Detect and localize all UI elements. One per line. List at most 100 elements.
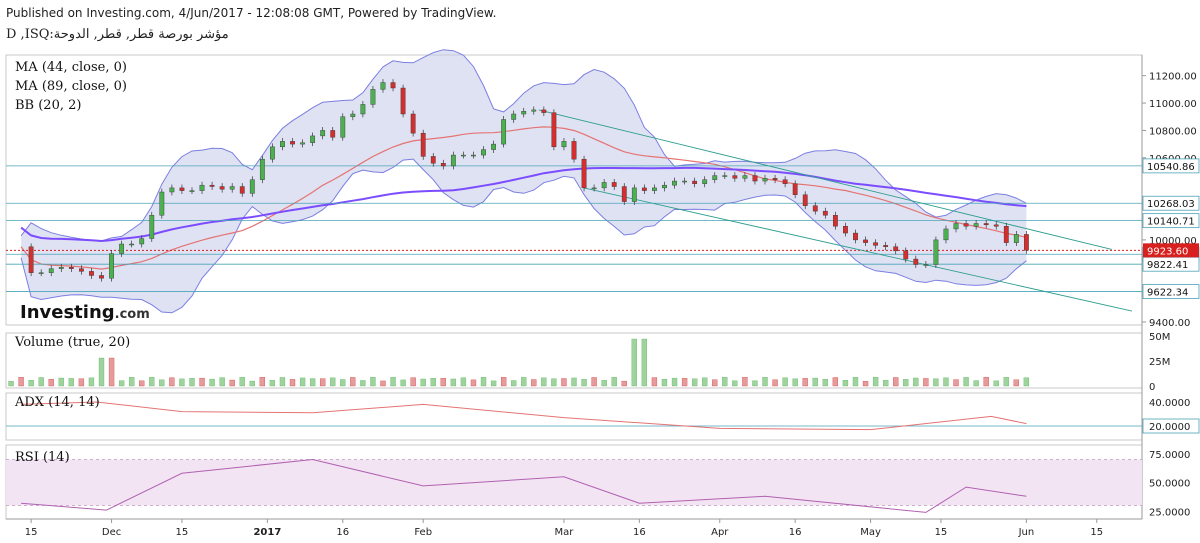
volume-bar-101	[1023, 377, 1030, 387]
volume-bar-33	[340, 379, 346, 387]
price-pane	[6, 49, 1142, 314]
candle-body-27	[290, 141, 295, 145]
candle-body-44	[461, 154, 466, 157]
candle-body-76	[782, 179, 788, 184]
volume-bar-6	[68, 378, 74, 387]
volume-bar-85	[862, 380, 869, 387]
candle-body-41	[430, 156, 436, 164]
candle-body-24	[259, 158, 265, 180]
time-tick-label-11: 15	[935, 527, 948, 538]
volume-bar-12	[129, 377, 135, 387]
volume-bar-14	[149, 377, 155, 387]
volume-bar-41	[420, 378, 426, 387]
candle-body-55	[571, 141, 577, 160]
candle-body-12	[139, 238, 145, 245]
time-tick-label-1: Dec	[102, 527, 121, 538]
candle-body-11	[129, 243, 135, 246]
volume-bar-82	[832, 377, 839, 387]
volume-bar-75	[762, 377, 768, 387]
volume-bar-11	[118, 380, 125, 387]
volume-bar-28	[289, 379, 296, 387]
candle-body-19	[209, 184, 215, 187]
candle-body-14	[159, 191, 165, 216]
trend-line-upper	[538, 109, 1112, 250]
candle-body-46	[481, 149, 486, 156]
volume-bar-18	[189, 378, 195, 387]
candle-body-54	[561, 141, 567, 148]
candle-body-23	[249, 179, 255, 194]
volume-bar-19	[199, 377, 205, 387]
volume-bar-90	[913, 377, 919, 387]
volume-bar-8	[88, 377, 95, 387]
candle-body-70	[722, 175, 728, 177]
rsi-tick-label-1: 50.0000	[1149, 479, 1190, 490]
candle-body-17	[189, 190, 195, 192]
volume-bar-62	[631, 338, 637, 387]
candle-body-28	[300, 142, 305, 145]
volume-bar-58	[591, 377, 597, 387]
candle-body-95	[973, 223, 979, 227]
volume-bar-43	[440, 378, 446, 387]
candle-body-58	[601, 182, 607, 189]
volume-bar-16	[169, 377, 175, 387]
volume-bar-89	[903, 379, 909, 387]
price-tick-label-2: 10800.00	[1149, 126, 1197, 137]
candle-body-6	[78, 268, 84, 272]
candle-body-38	[400, 87, 406, 115]
volume-bar-78	[792, 378, 798, 387]
time-tick-label-13: 15	[1090, 527, 1103, 538]
time-tick-label-4: 16	[336, 527, 349, 538]
adx-tick-label-0: 40.0000	[1149, 398, 1190, 409]
volume-bar-45	[460, 377, 467, 387]
level-tag-label-5: 9622.34	[1147, 288, 1188, 299]
candle-body-96	[983, 223, 989, 226]
volume-bar-77	[782, 377, 788, 387]
price-tick-label-4: 10000.00	[1149, 236, 1197, 247]
candle-body-21	[229, 186, 235, 190]
volume-bar-81	[822, 379, 828, 387]
candle-body-86	[883, 245, 889, 247]
volume-bar-86	[872, 377, 879, 387]
volume-bar-66	[671, 377, 678, 387]
volume-bar-7	[78, 378, 85, 387]
volume-bar-2	[28, 380, 34, 387]
ma44-line	[20, 126, 1027, 270]
volume-bar-76	[772, 379, 778, 387]
adx-tick-label-1: 20.0000	[1149, 422, 1190, 433]
volume-bar-42	[430, 378, 436, 387]
candle-body-35	[370, 89, 376, 105]
candle-body-72	[742, 175, 748, 179]
volume-bar-46	[470, 379, 477, 387]
volume-bar-87	[882, 380, 889, 387]
logo-main: Investing	[20, 302, 115, 323]
candle-body-2	[38, 272, 44, 274]
volume-bar-83	[842, 379, 849, 387]
volume-bar-48	[490, 380, 497, 387]
volume-bar-17	[179, 378, 185, 387]
price-tick-label-1: 11000.00	[1149, 99, 1197, 110]
candle-body-49	[511, 113, 517, 120]
volume-bar-50	[511, 380, 517, 387]
volume-bar-70	[712, 379, 718, 387]
candle-body-85	[873, 242, 878, 246]
time-tick-label-5: Feb	[414, 527, 432, 538]
volume-bar-99	[1003, 377, 1009, 387]
volume-tick-label-2: 0	[1149, 382, 1155, 393]
candle-body-99	[1013, 234, 1019, 243]
volume-bar-93	[943, 377, 949, 387]
volume-bar-23	[239, 377, 245, 387]
candle-body-22	[239, 186, 245, 194]
candle-body-90	[923, 264, 929, 266]
candle-body-3	[48, 268, 54, 273]
volume-bar-1	[18, 377, 24, 387]
bollinger-lower-line	[20, 158, 1027, 314]
time-tick-label-9: 16	[789, 527, 802, 538]
volume-bar-52	[531, 379, 537, 387]
candle-body-18	[199, 184, 205, 191]
candle-body-60	[621, 186, 627, 202]
candle-body-78	[802, 194, 808, 206]
candle-body-50	[521, 111, 527, 115]
volume-bar-36	[370, 377, 376, 387]
volume-bar-60	[611, 377, 617, 387]
candle-body-97	[993, 224, 999, 227]
